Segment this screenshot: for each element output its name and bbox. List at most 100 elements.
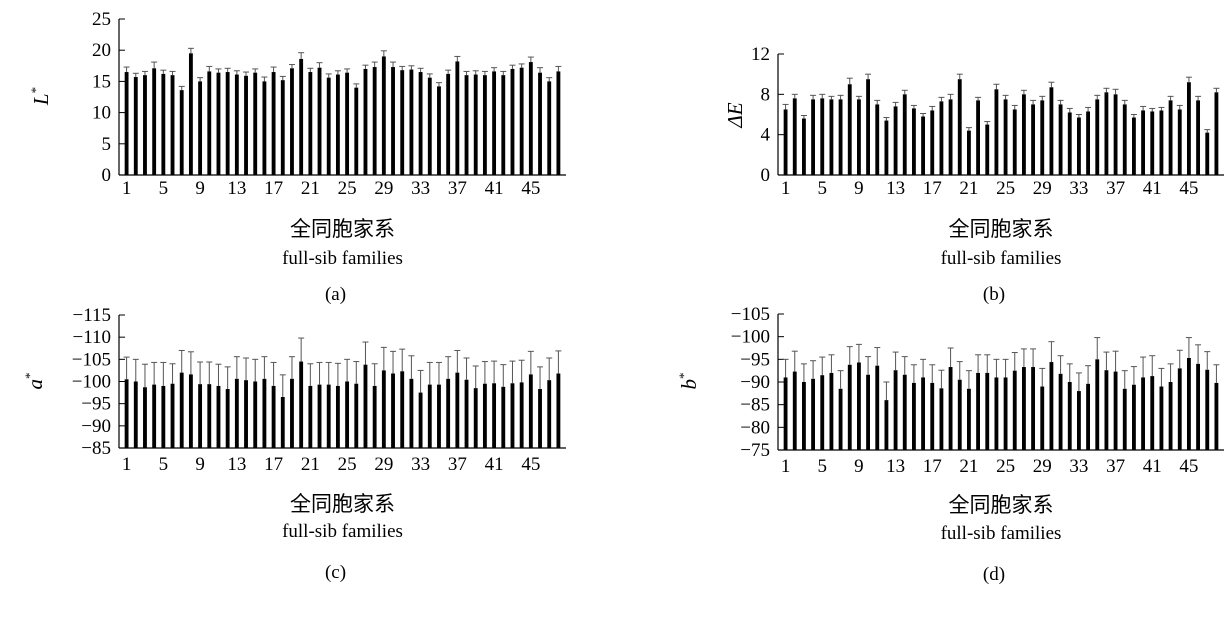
x-tick-label: 13 [886,456,905,477]
bar [856,99,861,175]
bar [1122,104,1127,175]
bar [455,372,460,448]
bar [216,385,221,448]
bar [143,75,147,175]
x-tick-label: 45 [1179,456,1198,477]
bar [866,374,871,450]
bar [326,77,331,175]
bar [893,106,898,175]
bar [152,384,157,448]
y-tick-label: −95 [740,349,770,370]
bar [1150,376,1155,450]
bar [308,72,313,175]
x-axis-label-en: full-sib families [941,523,1062,544]
y-tick-label: −115 [72,305,111,326]
x-tick-label: 1 [781,456,791,477]
bar [409,378,414,448]
bar [1113,371,1118,450]
bar [391,373,395,448]
bar [1095,359,1100,450]
bar [317,67,322,175]
bar [161,385,166,448]
bar [198,384,203,448]
y-tick-label: −85 [740,395,770,416]
bar [473,388,478,448]
bar [234,378,239,448]
bar [510,383,515,448]
bar [280,397,285,448]
bar [948,367,953,450]
chart-panel-d: −75−80−85−90−95−100−105 1 5 9 13 17 21 25 29 33 37… [676,304,1224,585]
bar [866,79,871,175]
x-tick-label: 21 [301,178,320,199]
bar [1131,384,1136,450]
x-tick-label: 41 [1143,178,1162,199]
y-tick-label: 25 [92,9,111,30]
bar [1196,100,1201,175]
y-tick-label: 20 [92,40,111,61]
bar [1086,111,1091,175]
x-tick-label: 1 [122,454,132,475]
bar [783,109,788,175]
bar [528,374,533,448]
x-tick-label: 13 [227,178,246,199]
bar [1076,391,1081,450]
bar [930,382,935,450]
bar [510,68,515,175]
x-tick-label: 13 [227,454,246,475]
bar [464,379,469,448]
y-tick-label: 15 [92,71,111,92]
x-tick-label: 37 [1106,456,1125,477]
bar [1186,82,1191,175]
y-tick-label: 0 [761,165,771,186]
bar [1067,112,1072,175]
x-tick-label: 45 [521,178,540,199]
bar [188,53,193,175]
bar [884,120,889,175]
bar [363,364,368,448]
y-tick-label: −95 [81,394,111,415]
x-tick-label: 41 [485,178,504,199]
bar [1049,87,1054,175]
bar [930,110,935,175]
x-tick-label: 25 [996,456,1015,477]
bar [966,130,971,175]
bar [528,62,533,175]
bar [1150,111,1155,175]
bar [1058,373,1063,450]
x-tick-label: 9 [195,454,205,475]
x-tick-label: 29 [1033,456,1052,477]
bar [446,73,451,175]
bar [179,90,184,175]
x-axis-label-cn: 全同胞家系 [949,493,1054,517]
y-tick-label: 5 [102,134,112,155]
bar [1159,110,1164,175]
x-tick-label: 13 [886,178,905,199]
bar [820,375,825,450]
bar [811,99,816,175]
y-axis-label: ΔE [723,102,747,128]
x-tick-label: 9 [854,178,864,199]
bar [847,84,852,175]
bar [556,373,561,448]
bar [216,72,221,175]
x-tick-label: 5 [818,456,828,477]
bar [299,58,304,175]
y-tick-label: −100 [72,372,111,393]
x-tick-label: 33 [1069,456,1088,477]
bar [1003,377,1008,450]
bar [326,384,331,448]
y-tick-label: 8 [761,84,771,105]
x-tick-label: 1 [781,178,791,199]
bar [1177,368,1182,450]
x-tick-label: 9 [854,456,864,477]
y-tick-label: 12 [751,44,770,65]
bar [262,378,267,448]
bar [381,56,386,175]
bar [400,70,405,175]
bar [1104,370,1109,450]
bar [391,67,395,175]
x-tick-label: 1 [122,178,132,199]
bar [1141,377,1146,450]
